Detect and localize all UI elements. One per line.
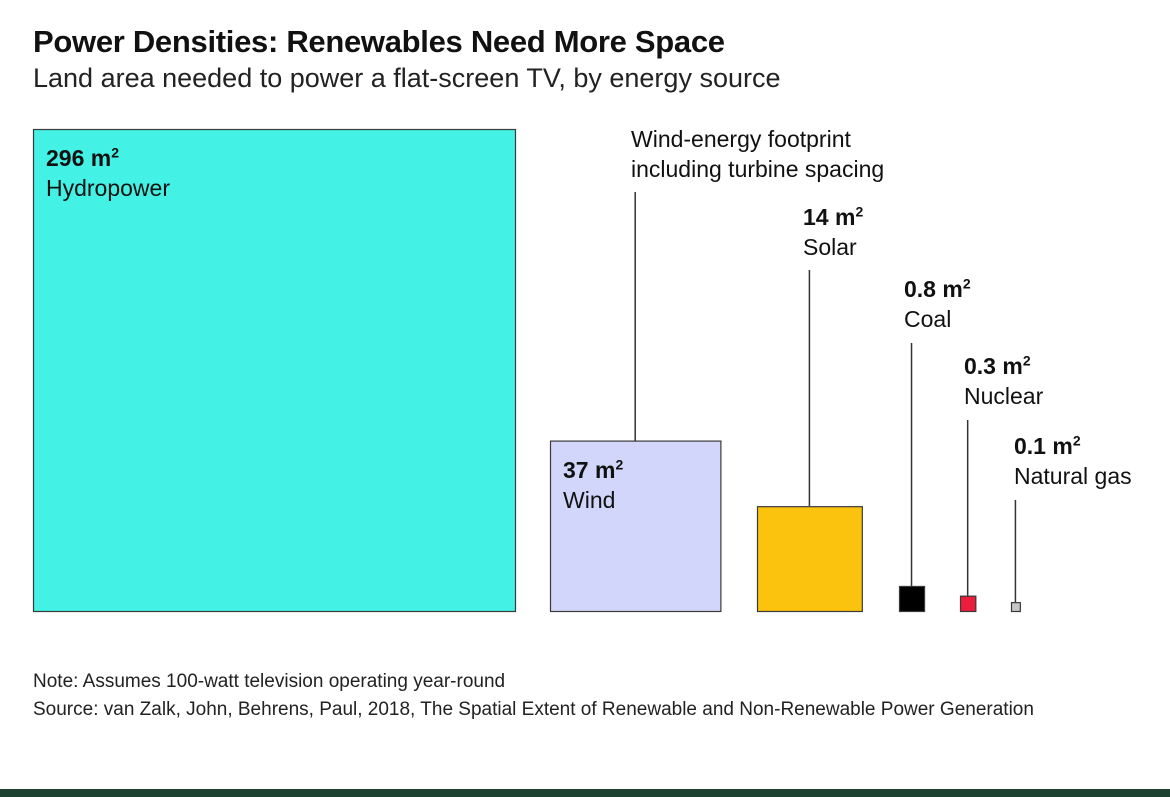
- category-label-hydropower: Hydropower: [46, 175, 170, 201]
- square-wind: [549, 440, 722, 613]
- value-label-coal: 0.8 m2: [904, 275, 971, 302]
- value-label-solar: 14 m2: [803, 203, 864, 230]
- value-label-natural-gas: 0.1 m2: [1014, 432, 1081, 459]
- wind-footprint-annotation: Wind-energy footprint including turbine …: [631, 126, 885, 182]
- label-solar: 14 m2 Solar: [803, 202, 863, 262]
- square-hydropower: [32, 128, 517, 613]
- category-label-solar: Solar: [803, 234, 857, 260]
- category-label-wind: Wind: [563, 487, 616, 513]
- chart-title: Power Densities: Renewables Need More Sp…: [33, 24, 725, 59]
- label-natural-gas: 0.1 m2 Natural gas: [1014, 431, 1132, 491]
- square-nuclear: [959, 595, 977, 613]
- category-label-coal: Coal: [904, 306, 952, 332]
- chart-subtitle: Land area needed to power a flat-screen …: [33, 63, 781, 93]
- square-solar: [756, 506, 863, 613]
- label-hydropower: 296 m2 Hydropower: [46, 143, 170, 203]
- note-text: Note: Assumes 100-watt television operat…: [33, 671, 506, 692]
- label-wind: 37 m2 Wind: [563, 455, 623, 515]
- value-label-hydropower: 296 m2: [46, 144, 120, 171]
- source-text: Source: van Zalk, John, Behrens, Paul, 2…: [33, 699, 1034, 720]
- label-nuclear: 0.3 m2 Nuclear: [964, 351, 1043, 411]
- square-coal: [898, 585, 926, 613]
- value-label-wind: 37 m2: [563, 456, 624, 483]
- bottom-bar: [0, 789, 1170, 797]
- chart-notes: Note: Assumes 100-watt television operat…: [33, 668, 1133, 724]
- label-coal: 0.8 m2 Coal: [904, 274, 971, 334]
- category-label-natural-gas: Natural gas: [1014, 463, 1132, 489]
- value-label-nuclear: 0.3 m2: [964, 352, 1031, 379]
- category-label-nuclear: Nuclear: [964, 383, 1044, 409]
- square-natural-gas: [1010, 602, 1021, 613]
